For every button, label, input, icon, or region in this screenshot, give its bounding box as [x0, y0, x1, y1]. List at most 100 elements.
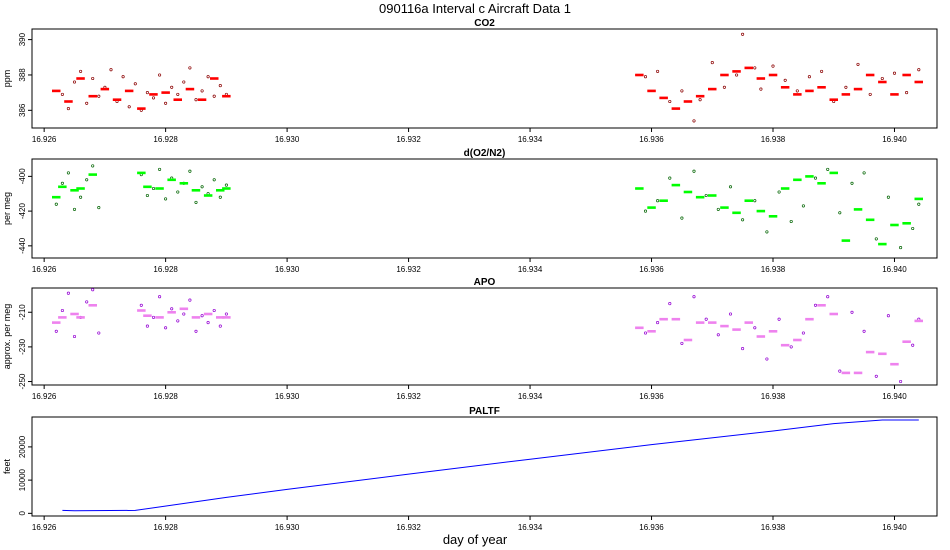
data-point — [79, 69, 83, 73]
x-tick-label: 16.940 — [882, 392, 907, 401]
data-point — [158, 295, 162, 299]
data-point — [151, 96, 156, 100]
data-point — [844, 85, 848, 89]
data-point — [60, 92, 64, 96]
data-point — [85, 101, 89, 105]
plot-frame — [31, 287, 938, 386]
data-point — [133, 82, 137, 86]
x-tick-label: 16.930 — [275, 523, 300, 532]
panel-title: CO2 — [474, 18, 495, 29]
data-point — [224, 312, 228, 316]
y-tick-label: -250 — [18, 373, 27, 390]
x-tick-label: 16.940 — [882, 135, 907, 144]
x-tick-label: 16.934 — [518, 265, 543, 274]
data-point — [206, 321, 210, 325]
x-tick-label: 16.932 — [396, 392, 421, 401]
data-point — [72, 207, 77, 211]
data-point — [182, 80, 186, 84]
data-point — [109, 68, 113, 72]
data-point — [79, 195, 83, 199]
y-tick-label: 390 — [18, 32, 27, 46]
data-point — [668, 302, 672, 306]
data-point — [200, 89, 204, 93]
data-point — [200, 185, 204, 189]
panel-title: PALTF — [469, 406, 500, 417]
data-point — [212, 308, 216, 313]
data-point — [892, 71, 897, 75]
data-point — [54, 329, 58, 333]
data-point — [838, 211, 842, 215]
data-point — [200, 314, 204, 318]
data-point — [807, 75, 811, 79]
x-tick-label: 16.926 — [32, 135, 57, 144]
data-point — [692, 119, 696, 123]
data-point — [704, 193, 708, 198]
y-axis-label: per meg — [2, 192, 12, 225]
data-point — [801, 204, 805, 208]
x-tick-label: 16.928 — [153, 523, 178, 532]
x-tick-label: 16.932 — [396, 135, 421, 144]
data-point — [911, 226, 915, 231]
x-tick-label: 16.934 — [518, 392, 543, 401]
data-point — [97, 206, 101, 210]
y-tick-label: 0 — [18, 511, 27, 516]
data-point — [66, 171, 70, 175]
data-point — [656, 321, 660, 325]
data-point — [826, 167, 830, 171]
y-tick-label: 10000 — [18, 468, 27, 491]
x-tick-label: 16.932 — [396, 523, 421, 532]
data-point — [145, 324, 149, 328]
data-point — [917, 68, 921, 72]
data-point — [789, 219, 793, 224]
panel-1: CO2 ppm 386 388 390 16.926 16.928 16.930 16.932 1… — [2, 18, 938, 144]
x-tick-label: 16.928 — [153, 265, 178, 274]
data-point — [164, 326, 168, 330]
data-point — [783, 78, 787, 82]
data-point — [145, 91, 149, 95]
data-point — [716, 333, 720, 337]
data-point — [765, 230, 769, 234]
x-tick-label: 16.938 — [761, 135, 786, 144]
data-point — [170, 85, 174, 89]
series-points — [60, 32, 921, 123]
data-point — [188, 298, 192, 302]
data-point — [176, 319, 180, 323]
data-point — [164, 101, 168, 105]
data-point — [856, 62, 860, 66]
y-tick-label: -400 — [18, 168, 27, 185]
data-point — [643, 75, 648, 79]
y-tick-label: 20000 — [18, 435, 27, 458]
data-point — [692, 169, 696, 173]
data-point — [656, 69, 660, 73]
data-point — [91, 76, 95, 81]
y-tick-label: -230 — [18, 338, 27, 355]
data-point — [698, 98, 702, 102]
data-point — [826, 295, 830, 299]
data-point — [176, 92, 180, 96]
y-axis-label: ppm — [2, 70, 12, 88]
series-segments — [52, 66, 923, 110]
data-point — [692, 295, 696, 299]
data-point — [206, 75, 210, 79]
x-axis-label: day of year — [443, 532, 508, 547]
data-point — [759, 87, 763, 91]
plot-frame — [31, 28, 938, 129]
data-point — [85, 178, 89, 182]
y-tick-label: -440 — [18, 237, 27, 254]
data-point — [838, 369, 842, 373]
data-point — [151, 186, 156, 191]
figure-title: 090116a Interval c Aircraft Data 1 — [379, 1, 571, 16]
data-point — [911, 343, 915, 347]
data-point — [886, 195, 890, 199]
data-point — [66, 291, 70, 295]
y-tick-label: -420 — [18, 203, 27, 220]
data-point — [158, 73, 162, 77]
data-point — [765, 357, 769, 361]
data-point — [127, 105, 131, 109]
x-tick-label: 16.938 — [761, 265, 786, 274]
panel-3: APO approx. per meg -250 -230 -210 16.926 16.9… — [2, 277, 938, 401]
data-point — [862, 171, 866, 175]
data-point — [668, 99, 672, 104]
data-point — [176, 190, 180, 194]
